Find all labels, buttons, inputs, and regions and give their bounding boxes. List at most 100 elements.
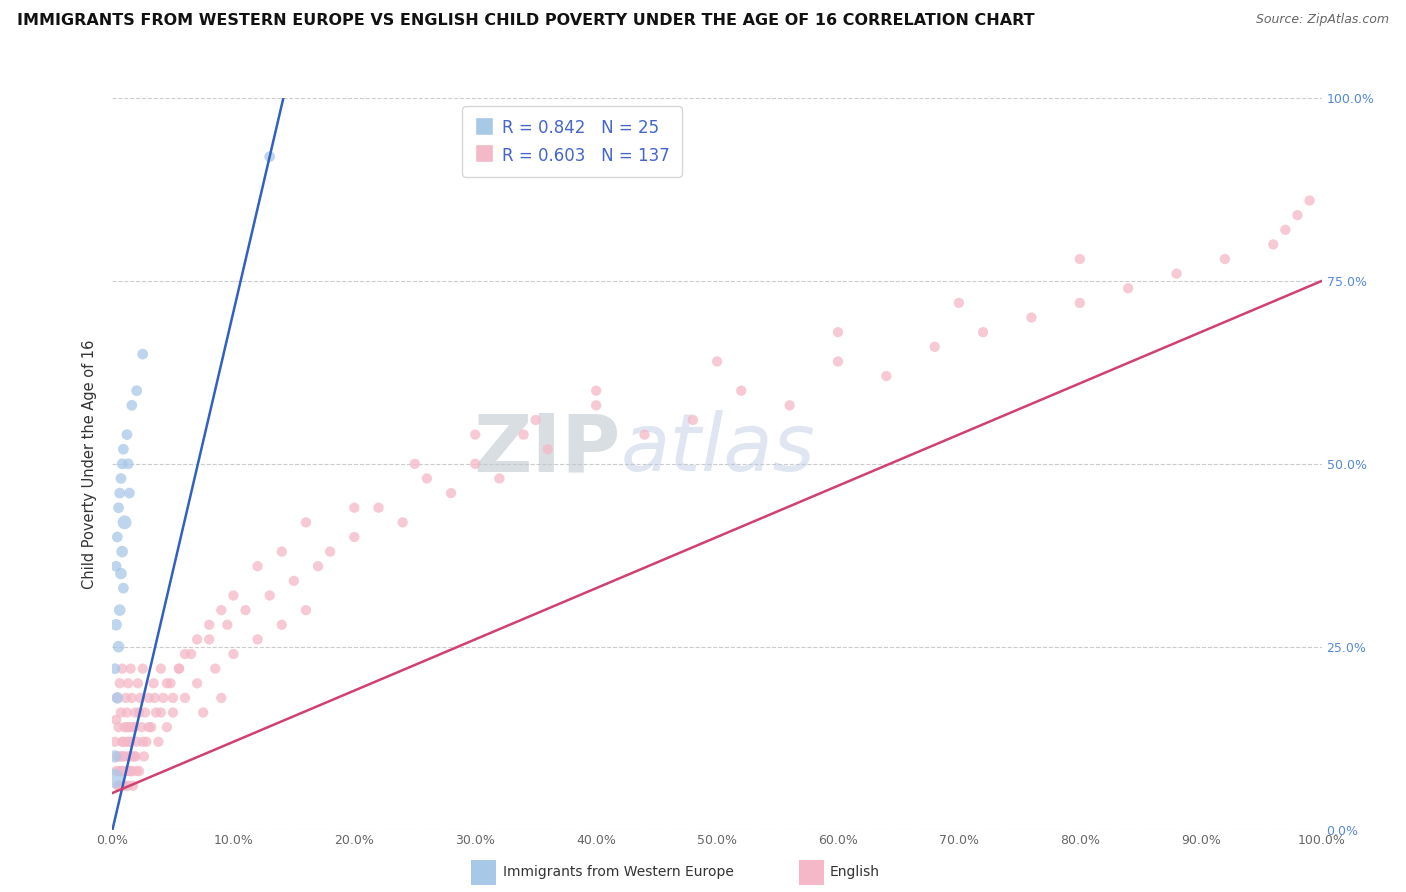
Point [404, 457, 426, 471]
Point [464, 457, 486, 471]
Point [827, 354, 849, 368]
Point [585, 398, 607, 412]
Point [117, 676, 139, 690]
Point [148, 735, 170, 749]
Point [114, 764, 136, 778]
Point [235, 603, 257, 617]
Point [180, 647, 202, 661]
Point [105, 713, 128, 727]
Point [122, 749, 145, 764]
Point [108, 749, 131, 764]
Point [259, 150, 281, 164]
Point [105, 530, 128, 544]
Point [114, 516, 136, 530]
Point [343, 530, 366, 544]
Point [104, 662, 127, 676]
Text: IMMIGRANTS FROM WESTERN EUROPE VS ENGLISH CHILD POVERTY UNDER THE AGE OF 16 CORR: IMMIGRANTS FROM WESTERN EUROPE VS ENGLIS… [17, 13, 1035, 29]
Point [138, 720, 160, 734]
Point [110, 749, 132, 764]
Point [111, 457, 134, 471]
Point [111, 764, 134, 778]
Point [121, 690, 143, 705]
Point [118, 735, 141, 749]
Point [114, 749, 136, 764]
Point [1069, 252, 1091, 266]
Point [134, 706, 156, 720]
Point [124, 749, 146, 764]
Point [779, 398, 801, 412]
Point [124, 706, 146, 720]
Point [117, 779, 139, 793]
Point [115, 720, 138, 734]
Point [121, 749, 143, 764]
Point [682, 413, 704, 427]
Point [706, 354, 728, 368]
Point [122, 720, 145, 734]
Point [537, 442, 560, 457]
Point [120, 735, 142, 749]
Point [115, 706, 138, 720]
Point [105, 690, 128, 705]
Point [1298, 194, 1320, 208]
Point [110, 566, 132, 581]
Point [1021, 310, 1043, 325]
Point [246, 632, 269, 647]
Point [512, 427, 534, 442]
Point [108, 486, 131, 500]
Point [120, 662, 142, 676]
Point [1263, 237, 1285, 252]
Point [112, 749, 135, 764]
Point [128, 764, 150, 778]
Point [111, 735, 134, 749]
Point [270, 617, 292, 632]
Point [132, 347, 155, 361]
Point [135, 735, 157, 749]
Point [149, 662, 172, 676]
Point [132, 735, 155, 749]
Point [105, 559, 128, 574]
Point [108, 764, 131, 778]
Point [730, 384, 752, 398]
Point [132, 662, 155, 676]
Point [488, 471, 510, 485]
Point [112, 779, 135, 793]
Point [222, 647, 245, 661]
Text: English: English [830, 865, 880, 880]
Point [1069, 296, 1091, 310]
Point [972, 325, 994, 339]
Point [110, 764, 132, 778]
Y-axis label: Child Poverty Under the Age of 16: Child Poverty Under the Age of 16 [82, 339, 97, 589]
Point [107, 779, 129, 793]
Point [156, 676, 179, 690]
Point [104, 749, 127, 764]
Point [117, 457, 139, 471]
Point [167, 662, 190, 676]
Point [270, 544, 292, 558]
Point [198, 617, 221, 632]
Point [118, 486, 141, 500]
Point [131, 720, 153, 734]
Point [108, 676, 131, 690]
Point [145, 706, 167, 720]
Point [924, 340, 946, 354]
Point [209, 603, 232, 617]
Point [1274, 223, 1296, 237]
Point [115, 735, 138, 749]
Point [118, 764, 141, 778]
Point [121, 398, 143, 412]
Point [209, 690, 232, 705]
Point [948, 296, 970, 310]
Point [156, 720, 179, 734]
Text: atlas: atlas [620, 410, 815, 488]
Point [111, 662, 134, 676]
Point [117, 749, 139, 764]
Point [1286, 208, 1309, 222]
Point [217, 617, 239, 632]
Point [143, 690, 166, 705]
Point [186, 676, 208, 690]
Point [191, 706, 214, 720]
Point [307, 559, 329, 574]
Point [1166, 267, 1188, 281]
Point [440, 486, 463, 500]
Point [115, 427, 138, 442]
